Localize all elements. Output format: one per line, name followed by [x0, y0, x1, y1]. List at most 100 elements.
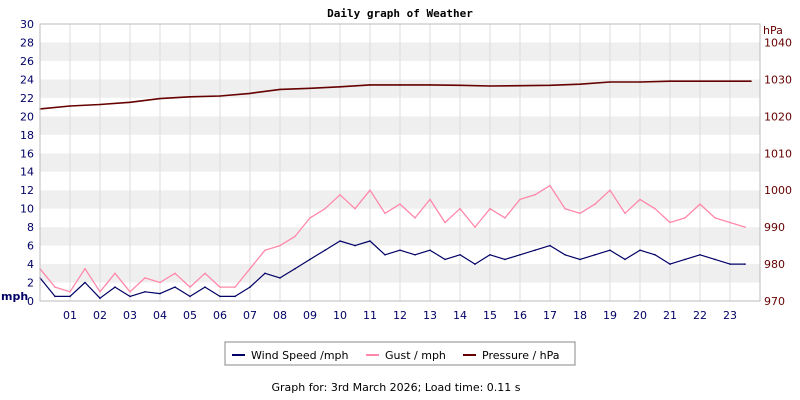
gust-line-point	[294, 235, 296, 238]
pressure-line-point	[579, 83, 581, 85]
gust-line-point	[234, 286, 236, 288]
gust-line-point	[339, 194, 341, 196]
pressure-line-point	[729, 80, 731, 82]
wind-speed-line-point	[264, 272, 266, 275]
x-tick-label: 10	[333, 309, 347, 322]
gust-line-point	[54, 286, 56, 288]
wind-speed-line-point	[519, 254, 521, 256]
pressure-line-point	[159, 97, 161, 100]
gust-line-point	[279, 244, 281, 247]
left-tick-label: 10	[20, 203, 34, 216]
pressure-line-point	[189, 96, 191, 98]
wind-speed-line-point	[729, 263, 731, 265]
left-tick-label: 4	[27, 258, 34, 271]
wind-speed-line-point	[54, 295, 56, 298]
wind-speed-line-point	[99, 297, 101, 300]
gust-line-point	[519, 198, 521, 201]
wind-speed-line-point	[444, 258, 446, 261]
left-tick-label: 20	[20, 110, 34, 123]
pressure-line-point	[549, 84, 551, 87]
pressure-line-point	[750, 80, 752, 82]
x-tick-label: 22	[693, 309, 707, 322]
gust-line-point	[369, 189, 371, 191]
gust-line-point	[69, 291, 71, 293]
left-tick-label: 30	[20, 18, 34, 31]
gust-line-point	[564, 207, 566, 210]
wind-speed-line-point	[654, 254, 656, 256]
x-axis-ticks: 01 02 03 04 05 06 07 08 09 10 11 12 13 14 15 16 17 18 19 20…	[63, 309, 737, 322]
gust-line-point	[504, 217, 506, 219]
pressure-line-point	[519, 84, 521, 87]
wind-speed-line-point	[69, 295, 71, 298]
gust-line-point	[744, 226, 746, 228]
gust-line-point	[204, 272, 206, 275]
right-axis-unit: hPa	[763, 24, 783, 37]
right-tick-label: 990	[764, 221, 785, 234]
gust-line-point	[534, 194, 536, 196]
wind-speed-line-point	[579, 258, 581, 261]
gust-line-point	[249, 267, 251, 270]
gust-line-point	[624, 212, 626, 215]
pressure-line-point	[219, 95, 221, 97]
x-tick-label: 18	[573, 309, 587, 322]
left-tick-label: 26	[20, 55, 34, 68]
left-tick-label: 8	[27, 221, 34, 234]
wind-speed-line-point	[594, 254, 596, 256]
pressure-line-point	[489, 85, 491, 87]
wind-speed-series	[39, 240, 746, 300]
left-tick-label: 22	[20, 92, 34, 105]
wind-speed-line-point	[234, 295, 236, 298]
wind-speed-line-point	[174, 286, 176, 288]
wind-speed-line-point	[549, 244, 551, 247]
pressure-line-point	[249, 92, 251, 95]
wind-speed-line-point	[384, 254, 386, 256]
left-tick-label: 24	[20, 73, 34, 86]
x-tick-label: 06	[213, 309, 227, 322]
wind-speed-line-point	[429, 249, 431, 251]
gust-line-point	[684, 217, 686, 219]
wind-speed-line-point	[489, 254, 491, 256]
pressure-line-point	[609, 81, 611, 83]
pressure-line-point	[669, 80, 671, 82]
left-tick-label: 0	[27, 295, 34, 308]
gust-line-point	[399, 203, 401, 205]
wind-speed-line-point	[114, 286, 116, 288]
x-tick-label: 07	[243, 309, 257, 322]
x-tick-label: 04	[153, 309, 167, 322]
gust-line-point	[99, 291, 101, 293]
wind-speed-line-point	[369, 240, 371, 242]
gust-line-point	[444, 221, 446, 224]
x-tick-label: 15	[483, 309, 497, 322]
pressure-line-point	[459, 84, 461, 87]
pressure-line-point	[639, 81, 641, 83]
gust-series	[39, 184, 746, 293]
wind-speed-line-point	[204, 286, 206, 288]
right-tick-label: 1040	[764, 36, 792, 49]
x-tick-label: 14	[453, 309, 467, 322]
wind-speed-line-point	[639, 249, 641, 251]
wind-speed-line-point	[534, 249, 536, 251]
right-tick-label: 1010	[764, 147, 792, 160]
left-tick-label: 2	[27, 277, 34, 290]
wind-speed-line-point	[309, 258, 311, 261]
chart-title: Daily graph of Weather	[327, 7, 473, 20]
gust-line-point	[714, 217, 716, 219]
x-tick-label: 20	[633, 309, 647, 322]
left-tick-label: 16	[20, 147, 34, 160]
wind-speed-line-point	[294, 267, 296, 270]
wind-speed-line-point	[129, 295, 131, 298]
legend-label-pressure: Pressure / hPa	[482, 349, 560, 362]
wind-speed-line-point	[249, 286, 251, 288]
x-tick-label: 01	[63, 309, 77, 322]
x-tick-label: 21	[663, 309, 677, 322]
pressure-line-point	[99, 103, 101, 106]
gust-line	[39, 184, 746, 293]
left-tick-label: 28	[20, 36, 34, 49]
gust-line-point	[699, 203, 701, 205]
gust-line-point	[384, 212, 386, 215]
gust-line-point	[654, 207, 656, 210]
right-axis-ticks: 970 980 990 1000 1010 1020 1030 1040	[764, 36, 792, 308]
gust-line-point	[579, 212, 581, 215]
wind-speed-line-point	[144, 291, 146, 293]
gust-line-point	[114, 272, 116, 275]
